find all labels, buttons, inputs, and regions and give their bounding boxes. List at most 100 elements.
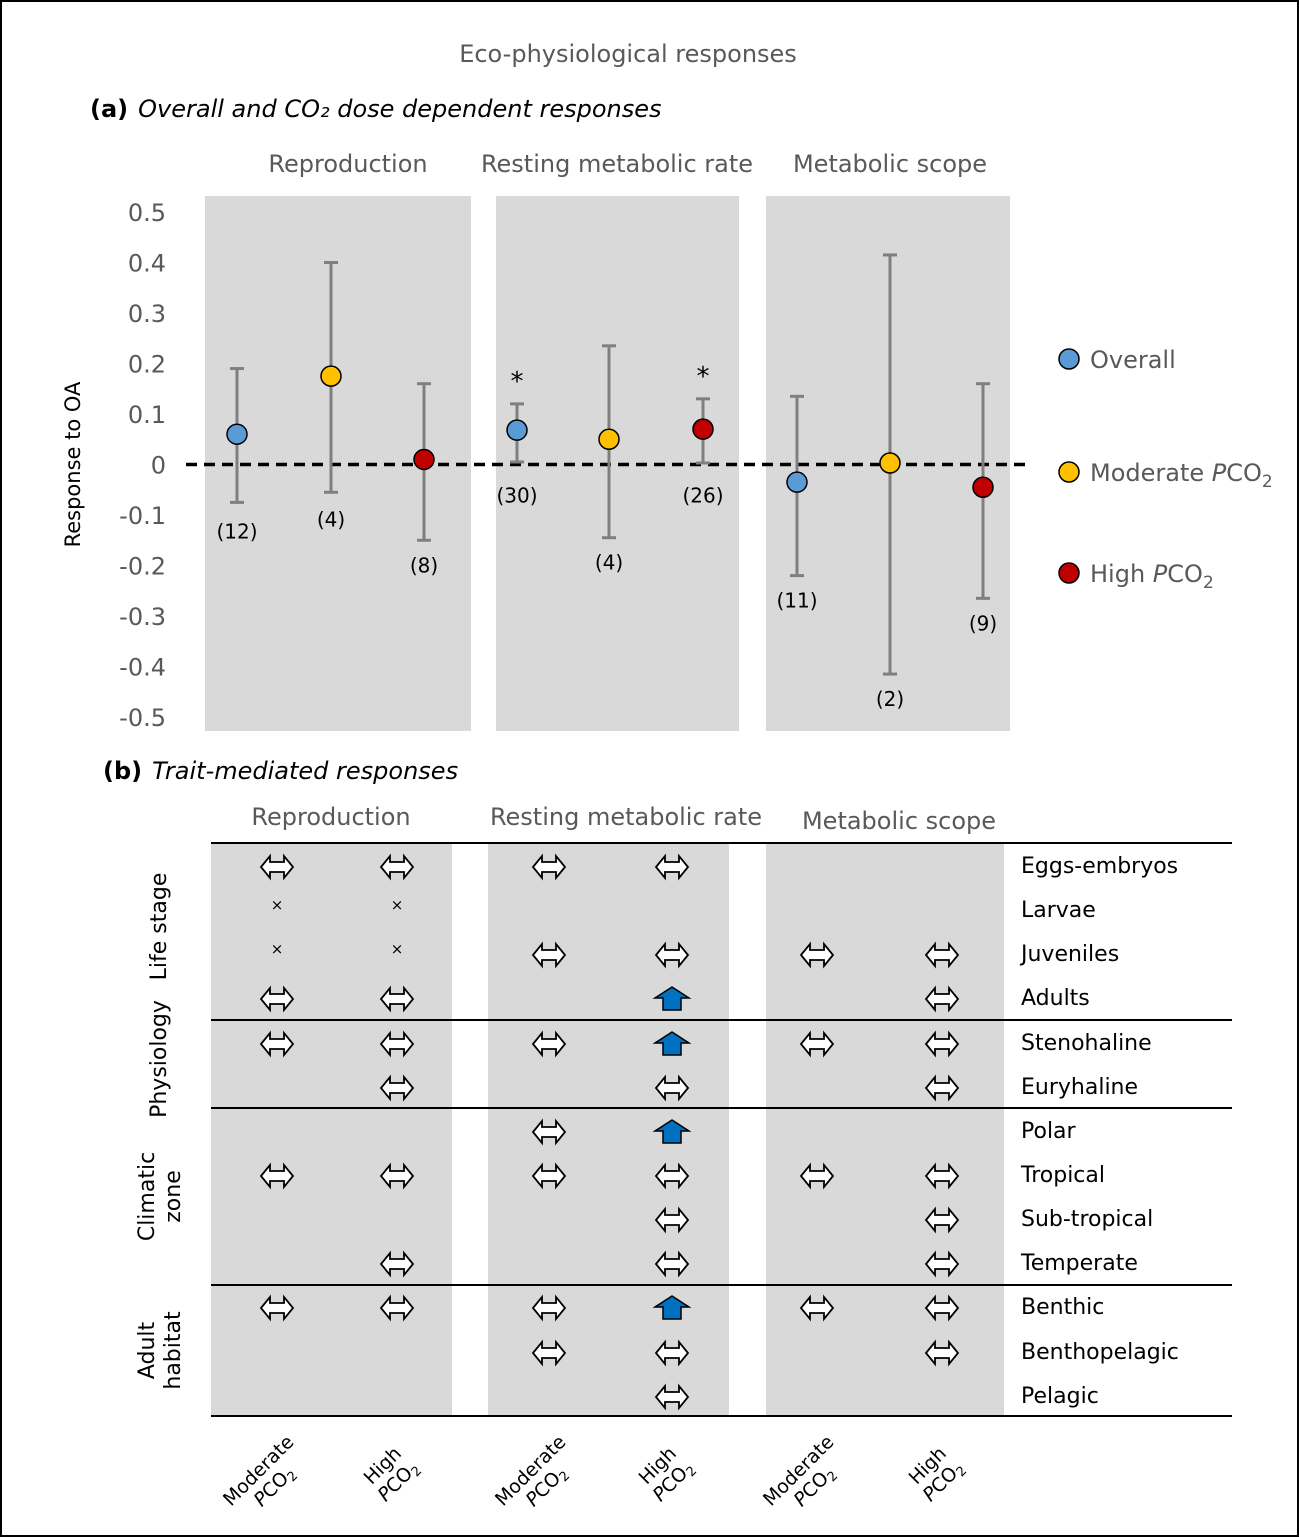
increase-response-icon <box>652 986 692 1011</box>
panel-a-title: Overall and CO₂ dose dependent responses <box>138 95 661 123</box>
neutral-response-icon <box>379 1294 415 1322</box>
neutral-response-icon <box>924 1030 960 1058</box>
data-point-moderate-pco2 <box>598 428 620 450</box>
sample-size-label: (12) <box>216 519 257 543</box>
legend-marker-high-pco2 <box>1058 562 1080 584</box>
sample-size-label: (8) <box>410 553 438 577</box>
figure-title: Eco-physiological responses <box>459 40 797 68</box>
neutral-response-icon <box>379 1250 415 1278</box>
sample-size-label: (9) <box>969 611 997 635</box>
panel-b-background-reproduction <box>211 843 452 1416</box>
y-tick-label: -0.5 <box>119 704 166 732</box>
row-label-euryhaline: Euryhaline <box>1021 1075 1138 1100</box>
neutral-response-icon <box>531 1118 567 1146</box>
significance-asterisk: * <box>511 367 524 397</box>
group-label-adult-habitat: Adulthabitat <box>135 1311 186 1390</box>
neutral-response-icon <box>531 1030 567 1058</box>
row-label-tropical: Tropical <box>1020 1163 1105 1188</box>
y-tick-label: 0 <box>151 452 166 480</box>
row-label-benthic: Benthic <box>1021 1295 1104 1320</box>
not-tested-icon: × <box>271 940 284 958</box>
neutral-response-icon <box>379 1074 415 1102</box>
neutral-response-icon <box>654 1383 690 1411</box>
neutral-response-icon <box>654 853 690 881</box>
neutral-response-icon <box>531 1294 567 1322</box>
y-axis-label: Response to OA <box>61 381 85 547</box>
y-tick-label: 0.1 <box>128 401 166 429</box>
neutral-response-icon <box>654 1162 690 1190</box>
neutral-response-icon <box>531 941 567 969</box>
neutral-response-icon <box>924 985 960 1013</box>
y-tick-label: 0.2 <box>128 351 166 379</box>
group-label-climatic-zone: Climaticzone <box>135 1152 186 1241</box>
panel-a-header-reproduction: Reproduction <box>268 150 427 178</box>
data-point-overall <box>506 419 528 441</box>
row-label-juveniles: Juveniles <box>1019 942 1119 967</box>
sample-size-label: (11) <box>776 589 817 613</box>
neutral-response-icon <box>654 1250 690 1278</box>
group-label-life-stage: Life stage <box>147 873 172 981</box>
panel-a-heading: (a) Overall and CO₂ dose dependent respon… <box>90 95 662 123</box>
not-tested-icon: × <box>271 896 284 914</box>
sample-size-label: (26) <box>682 484 723 508</box>
panel-b-heading: (b) Trait-mediated responses <box>103 757 458 785</box>
neutral-response-icon <box>924 941 960 969</box>
neutral-response-icon <box>654 1074 690 1102</box>
sample-size-label: (2) <box>876 687 904 711</box>
neutral-response-icon <box>379 985 415 1013</box>
significance-asterisk: * <box>697 362 710 392</box>
panel-a-chart: Reproduction Resting metabolic rate Metabo… <box>61 150 1273 732</box>
neutral-response-icon <box>654 1339 690 1367</box>
panel-b-background-metabolic-scope <box>766 843 1004 1416</box>
row-label-stenohaline: Stenohaline <box>1021 1031 1152 1056</box>
legend-label-moderate-pco2: Moderate PCO2 <box>1090 459 1273 492</box>
data-point-high-pco2 <box>692 418 714 440</box>
row-label-polar: Polar <box>1021 1119 1077 1144</box>
neutral-response-icon <box>924 1339 960 1367</box>
legend-label-high-pco2: High PCO2 <box>1090 560 1214 593</box>
column-label-high-pco2: HighPCO2 <box>633 1441 700 1508</box>
neutral-response-icon <box>654 941 690 969</box>
data-point-high-pco2 <box>413 448 435 471</box>
neutral-response-icon <box>924 1206 960 1234</box>
legend-label-overall: Overall <box>1090 346 1176 374</box>
y-tick-label: 0.4 <box>128 250 166 278</box>
neutral-response-icon <box>799 941 835 969</box>
increase-response-icon <box>652 1119 692 1144</box>
row-label-benthopelagic: Benthopelagic <box>1021 1340 1179 1365</box>
data-point-moderate-pco2 <box>320 365 342 387</box>
data-point-overall <box>786 471 808 493</box>
row-label-adults: Adults <box>1021 986 1090 1011</box>
neutral-response-icon <box>924 1162 960 1190</box>
neutral-response-icon <box>654 1206 690 1234</box>
panel-b-letter: (b) <box>103 757 142 785</box>
panel-b-title: Trait-mediated responses <box>152 757 458 785</box>
neutral-response-icon <box>379 853 415 881</box>
y-tick-label: -0.2 <box>119 553 166 581</box>
neutral-response-icon <box>924 1294 960 1322</box>
y-tick-label: -0.1 <box>119 502 166 530</box>
neutral-response-icon <box>924 1074 960 1102</box>
y-tick-label: 0.5 <box>128 199 166 227</box>
row-label-sub-tropical: Sub-tropical <box>1021 1207 1153 1232</box>
legend-marker-moderate-pco2 <box>1058 461 1080 483</box>
neutral-response-icon <box>379 1030 415 1058</box>
row-label-eggs-embryos: Eggs-embryos <box>1021 854 1178 879</box>
neutral-response-icon <box>531 853 567 881</box>
neutral-response-icon <box>799 1294 835 1322</box>
y-tick-label: 0.3 <box>128 300 166 328</box>
row-label-temperate: Temperate <box>1020 1251 1138 1276</box>
not-tested-icon: × <box>391 940 404 958</box>
neutral-response-icon <box>531 1339 567 1367</box>
neutral-response-icon <box>259 1030 295 1058</box>
increase-response-icon <box>652 1031 692 1056</box>
neutral-response-icon <box>924 1250 960 1278</box>
panel-b-header-metabolic-scope: Metabolic scope <box>802 807 996 835</box>
panel-b-header-reproduction: Reproduction <box>251 803 410 831</box>
panel-a-header-resting-metabolic-rate: Resting metabolic rate <box>481 150 753 178</box>
sample-size-label: (30) <box>496 484 537 508</box>
row-label-larvae: Larvae <box>1021 898 1096 923</box>
y-tick-label: -0.4 <box>119 654 166 682</box>
data-point-moderate-pco2 <box>879 452 901 474</box>
